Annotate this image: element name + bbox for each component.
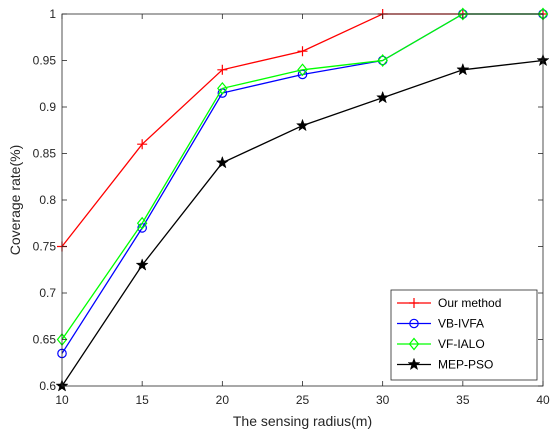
x-tick-label: 35 bbox=[456, 393, 470, 407]
legend-marker bbox=[407, 357, 421, 371]
y-tick-label: 0.65 bbox=[33, 333, 57, 347]
data-point-marker bbox=[137, 139, 148, 150]
data-point-marker bbox=[295, 118, 310, 132]
legend-marker bbox=[409, 298, 419, 308]
data-point-marker bbox=[377, 54, 388, 67]
x-axis-title: The sensing radius(m) bbox=[233, 413, 372, 429]
legend-entry: VB-IVFA bbox=[397, 317, 484, 331]
y-tick-label: 0.7 bbox=[39, 286, 56, 300]
x-tick-label: 15 bbox=[135, 393, 149, 407]
legend-marker bbox=[409, 318, 419, 329]
y-tick-label: 0.6 bbox=[39, 379, 56, 393]
y-tick-label: 0.75 bbox=[33, 240, 57, 254]
legend-marker bbox=[408, 337, 420, 351]
x-tick-label: 10 bbox=[55, 393, 69, 407]
y-axis-title: Coverage rate(%) bbox=[7, 145, 23, 256]
data-point-marker bbox=[217, 81, 228, 95]
legend-entry: MEP-PSO bbox=[397, 358, 493, 372]
data-point-marker bbox=[135, 258, 149, 271]
legend: Our method VB-IVFA VF-IALO MEP-PSO bbox=[390, 289, 538, 381]
y-tick-label: 0.8 bbox=[39, 193, 56, 207]
y-tick-label: 0.9 bbox=[39, 100, 56, 114]
data-point-marker bbox=[297, 63, 308, 77]
data-point-marker bbox=[297, 46, 308, 57]
data-point-marker bbox=[457, 7, 469, 21]
legend-label: VF-IALO bbox=[438, 337, 485, 351]
y-tick-label: 0.95 bbox=[33, 54, 57, 68]
data-point-marker bbox=[136, 216, 148, 230]
ticks-layer: 10 15 20 25 30 35 40 0.6 0.65 0.7 0.75 0.8 0.85 0.9 0.… bbox=[33, 7, 550, 407]
x-tick-label: 40 bbox=[536, 393, 550, 407]
data-point-marker bbox=[217, 64, 228, 75]
x-tick-label: 30 bbox=[376, 393, 390, 407]
legend-entry: VF-IALO bbox=[397, 337, 485, 351]
legend-label: Our method bbox=[438, 296, 501, 310]
x-tick-label: 20 bbox=[216, 393, 230, 407]
data-point-marker bbox=[456, 62, 470, 76]
legend-label: VB-IVFA bbox=[438, 317, 484, 331]
x-tick-label: 25 bbox=[296, 393, 310, 407]
legend-label: MEP-PSO bbox=[438, 358, 493, 372]
y-tick-label: 0.85 bbox=[33, 147, 57, 161]
data-point-marker bbox=[215, 155, 229, 169]
y-tick-label: 1 bbox=[49, 7, 56, 21]
data-point-marker bbox=[376, 90, 390, 104]
legend-entry: Our method bbox=[397, 296, 501, 310]
